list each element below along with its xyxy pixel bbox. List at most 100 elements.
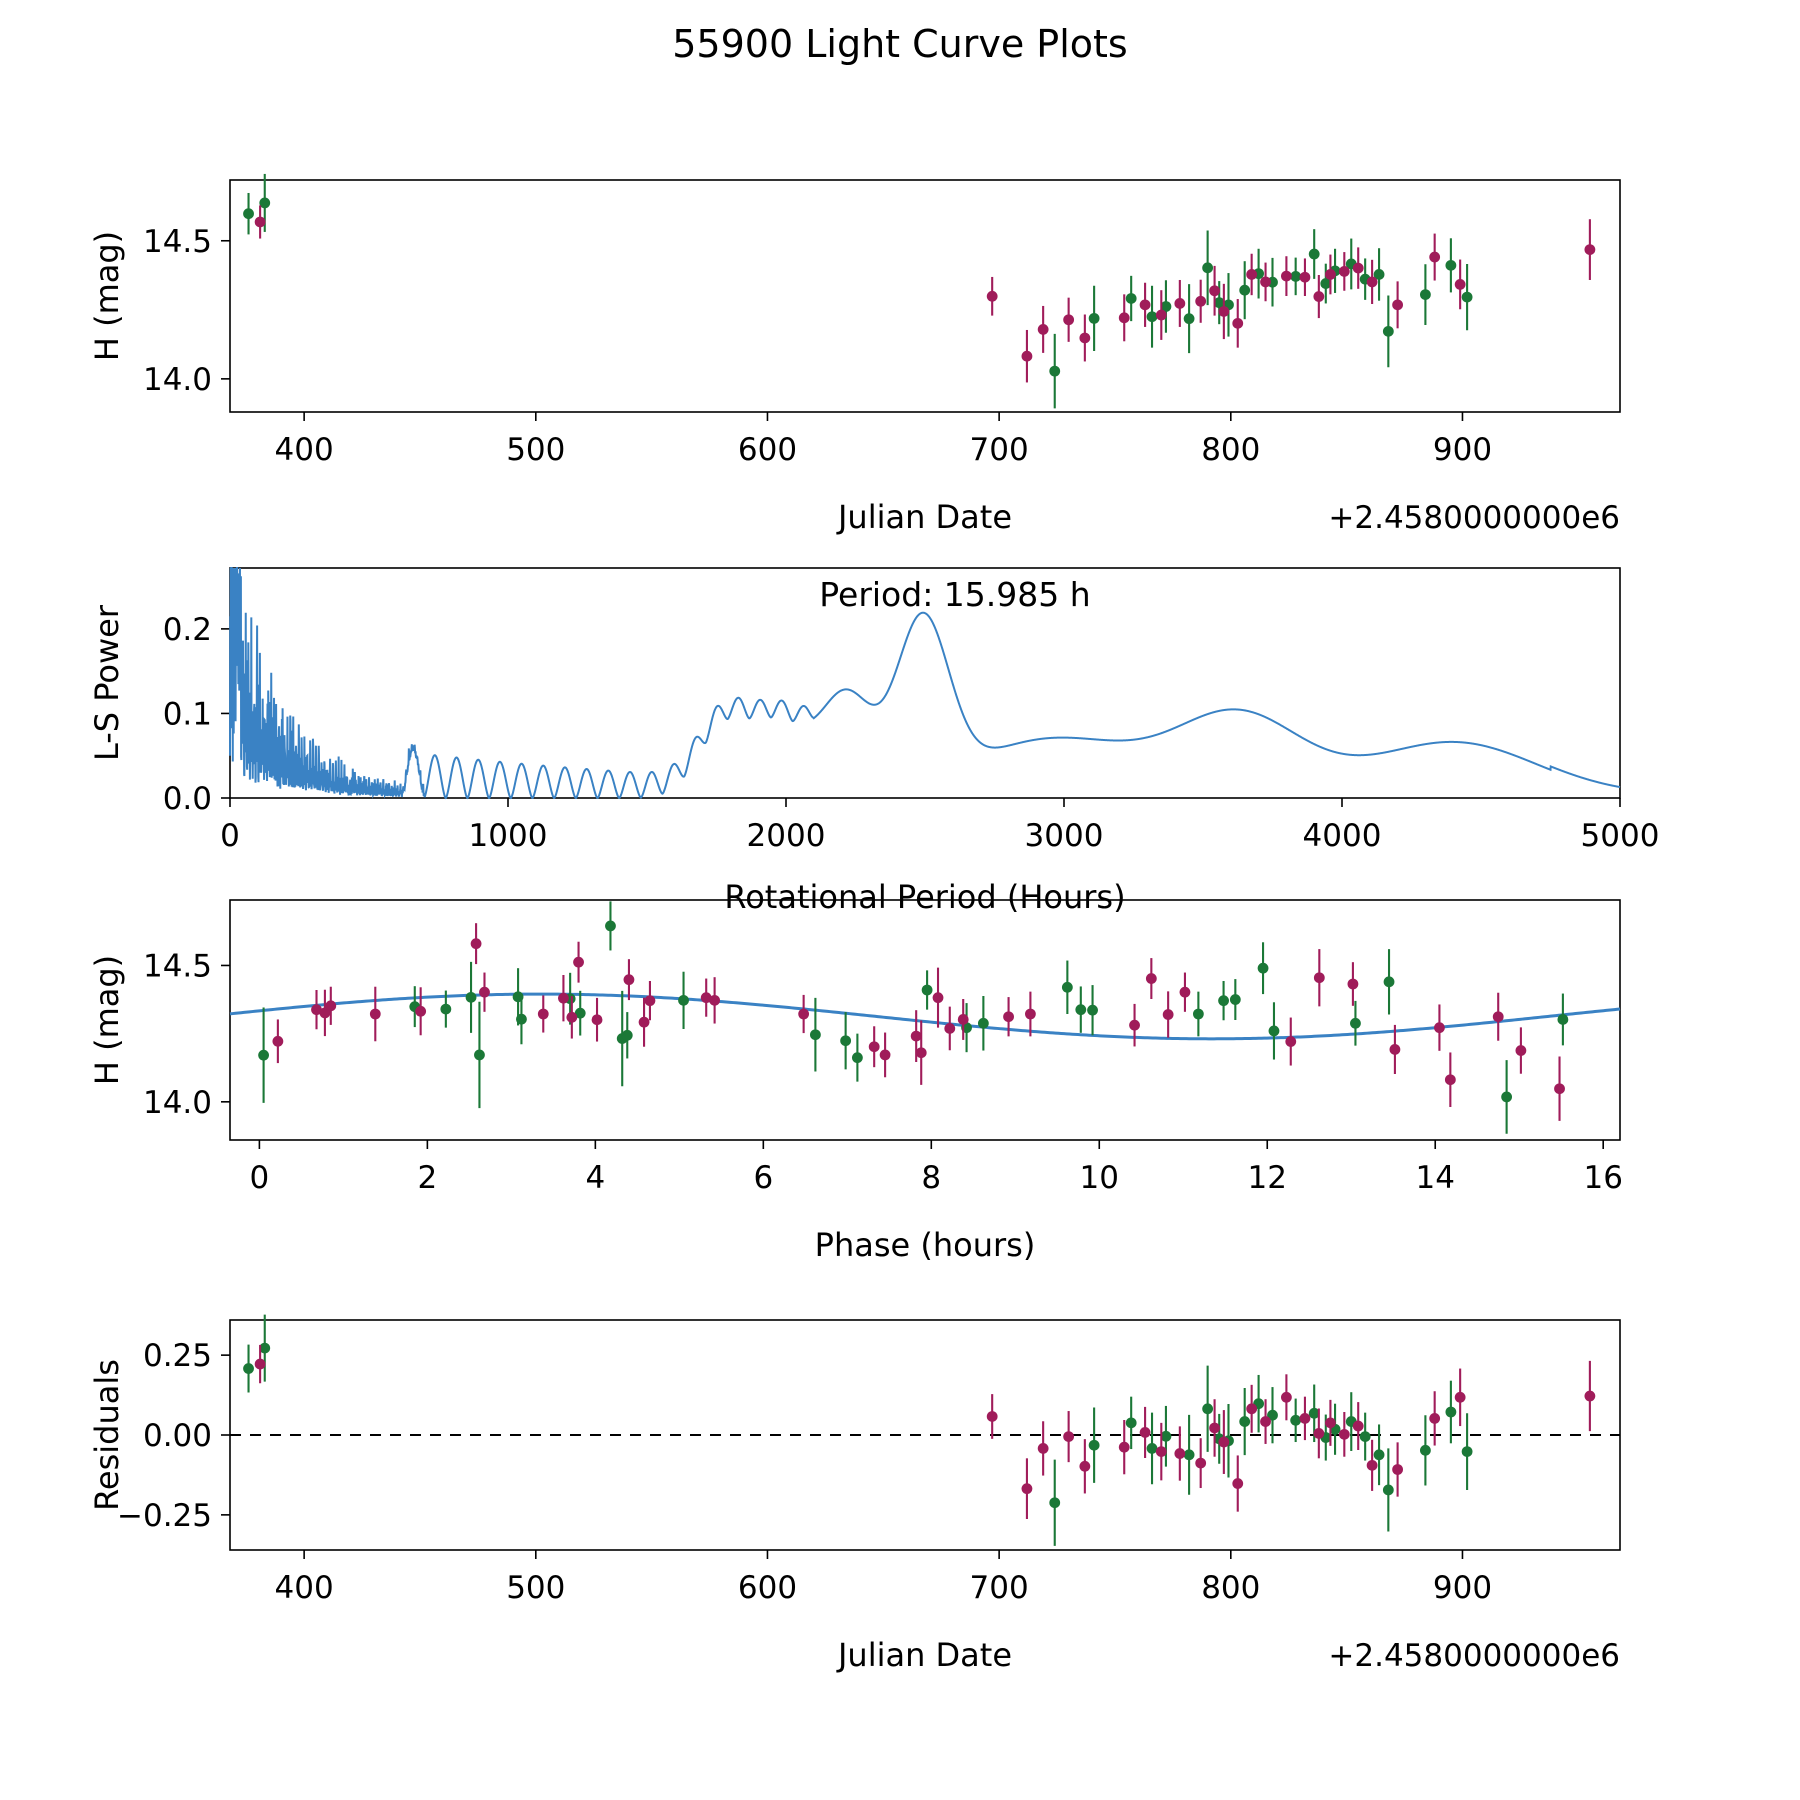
data-point bbox=[1268, 1025, 1280, 1037]
data-point bbox=[1160, 1430, 1172, 1442]
data-point bbox=[605, 920, 616, 932]
data-point bbox=[1382, 1484, 1394, 1496]
data-point bbox=[1195, 1457, 1207, 1469]
x-tick-label: 1000 bbox=[469, 818, 548, 854]
data-point bbox=[369, 1008, 381, 1020]
y-tick-label: 14.5 bbox=[143, 224, 212, 260]
data-point bbox=[1037, 1443, 1049, 1454]
y-axis-label: L-S Power bbox=[88, 604, 126, 761]
data-point bbox=[1299, 1412, 1311, 1424]
data-point bbox=[470, 938, 482, 950]
data-point bbox=[1021, 1483, 1033, 1495]
data-point bbox=[1183, 1449, 1195, 1461]
y-tick-label: 0.00 bbox=[143, 1418, 212, 1454]
data-point bbox=[1557, 1014, 1569, 1025]
lightcurve-series-green bbox=[243, 173, 1473, 409]
data-point bbox=[1125, 1417, 1137, 1429]
data-point bbox=[537, 1008, 549, 1020]
data-point bbox=[1461, 291, 1473, 303]
x-tick-label: 0 bbox=[250, 1160, 270, 1196]
data-point bbox=[1429, 1412, 1441, 1424]
data-point bbox=[311, 1004, 322, 1016]
data-point bbox=[591, 1014, 603, 1026]
phased-series-green bbox=[258, 901, 1569, 1134]
data-point bbox=[1218, 995, 1229, 1007]
data-point bbox=[1195, 295, 1207, 307]
y-tick-label: −0.25 bbox=[117, 1498, 212, 1534]
data-point bbox=[1155, 309, 1167, 321]
data-point bbox=[1420, 1444, 1431, 1456]
data-point bbox=[558, 992, 569, 1004]
data-point bbox=[709, 994, 721, 1006]
data-point bbox=[1239, 284, 1251, 296]
figure-title: 55900 Light Curve Plots bbox=[672, 22, 1128, 66]
y-tick-label: 0.2 bbox=[163, 612, 212, 648]
data-point bbox=[1389, 1044, 1401, 1055]
data-point bbox=[1281, 270, 1292, 282]
data-point bbox=[259, 197, 271, 209]
data-point bbox=[644, 995, 656, 1007]
y-axis-label: Residuals bbox=[88, 1359, 126, 1511]
x-tick-label: 5000 bbox=[1581, 818, 1660, 854]
data-point bbox=[1338, 266, 1350, 277]
y-axis-ticks: −0.25 0.00 0.25 bbox=[117, 1338, 230, 1534]
data-point bbox=[1382, 325, 1394, 337]
data-point bbox=[1118, 312, 1130, 324]
x-tick-label: 900 bbox=[1433, 432, 1492, 468]
data-point bbox=[1063, 314, 1075, 326]
x-tick-label: 16 bbox=[1583, 1160, 1622, 1196]
periodogram-svg: 0 1000 2000 3000 4000 5000 0.0 0.1 0.2 Rotational… bbox=[88, 567, 1660, 916]
data-point bbox=[1347, 978, 1359, 990]
y-axis-label: H (mag) bbox=[88, 955, 126, 1085]
x-tick-label: 800 bbox=[1201, 1570, 1260, 1606]
data-point bbox=[1429, 251, 1441, 263]
data-point bbox=[243, 208, 254, 220]
data-point bbox=[798, 1008, 810, 1020]
data-point bbox=[1061, 981, 1073, 993]
periodogram-curve bbox=[229, 567, 1621, 800]
data-point bbox=[621, 1029, 633, 1041]
data-point bbox=[1308, 248, 1320, 260]
data-point bbox=[415, 1005, 427, 1017]
data-point bbox=[1063, 1431, 1075, 1442]
y-axis-ticks: 0.0 0.1 0.2 bbox=[163, 612, 230, 817]
data-point bbox=[1392, 299, 1403, 311]
data-point bbox=[1281, 1391, 1292, 1403]
data-point bbox=[1246, 1403, 1258, 1415]
data-point bbox=[1366, 1459, 1378, 1471]
phased-series-magenta bbox=[272, 923, 1565, 1121]
data-point bbox=[1118, 1441, 1130, 1453]
x-tick-label: 700 bbox=[970, 1570, 1029, 1606]
data-point bbox=[1088, 1439, 1100, 1451]
data-point bbox=[1139, 299, 1151, 311]
data-point bbox=[1146, 311, 1158, 323]
y-tick-label: 0.0 bbox=[163, 781, 212, 817]
data-point bbox=[243, 1363, 254, 1374]
y-tick-label: 0.1 bbox=[163, 696, 212, 732]
data-point bbox=[1183, 313, 1195, 325]
data-point bbox=[254, 216, 266, 228]
data-point bbox=[1202, 262, 1214, 274]
data-point bbox=[1320, 278, 1332, 289]
data-point bbox=[1025, 1008, 1036, 1020]
data-point bbox=[516, 1013, 527, 1025]
data-point bbox=[474, 1049, 485, 1061]
data-point bbox=[915, 1047, 927, 1059]
data-point bbox=[879, 1049, 891, 1061]
data-point bbox=[932, 992, 944, 1004]
data-point bbox=[1290, 1414, 1302, 1426]
data-point bbox=[1434, 1022, 1445, 1034]
x-tick-label: 4000 bbox=[1303, 818, 1382, 854]
data-point bbox=[479, 986, 490, 998]
data-point bbox=[254, 1358, 266, 1370]
x-tick-label: 600 bbox=[738, 1570, 797, 1606]
data-point bbox=[1554, 1083, 1565, 1095]
residuals-series-magenta bbox=[254, 1344, 1596, 1520]
data-point bbox=[1162, 1009, 1174, 1020]
data-point bbox=[1515, 1045, 1527, 1056]
data-point bbox=[638, 1016, 650, 1028]
data-point bbox=[1146, 1443, 1158, 1454]
data-point bbox=[1246, 269, 1258, 280]
panel-phased-light-curve: 0 2 4 6 8 10 12 14 16 14.0 14.5 Phase (hours) H (mag… bbox=[0, 880, 1800, 1280]
data-point bbox=[944, 1023, 956, 1034]
